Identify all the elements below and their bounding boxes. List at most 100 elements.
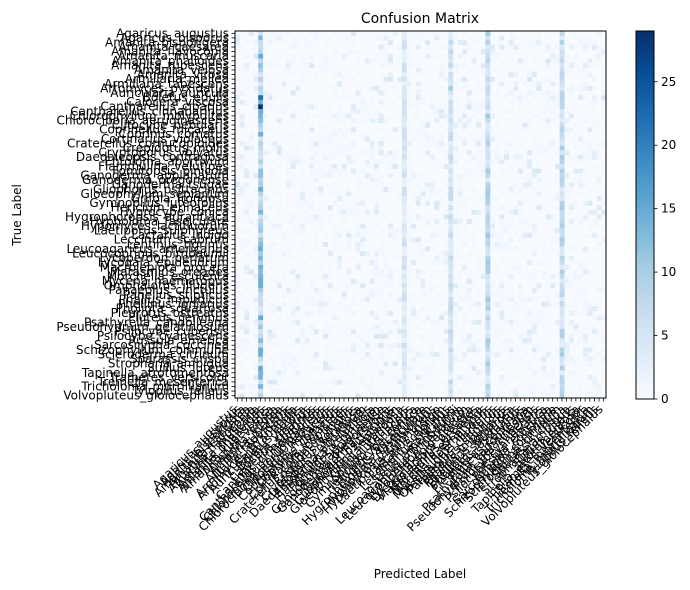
heatmap-cell: [559, 58, 565, 64]
heatmap-cell: [550, 104, 556, 110]
heatmap-cell: [531, 81, 537, 87]
heatmap-cell: [267, 81, 273, 87]
heatmap-cell: [490, 196, 495, 202]
heatmap-cell: [578, 173, 584, 179]
heatmap-cell: [517, 127, 523, 133]
heatmap-cell: [323, 141, 329, 146]
heatmap-cell: [499, 246, 505, 252]
heatmap-cell: [337, 108, 342, 114]
y-tick-label: Boletus_edulis: [143, 91, 229, 105]
heatmap-cell: [582, 352, 588, 358]
heatmap-cell: [582, 246, 588, 252]
heatmap-cell: [378, 90, 384, 96]
heatmap-cell: [448, 379, 454, 385]
heatmap-cell: [276, 205, 282, 211]
heatmap-cell: [596, 388, 602, 394]
heatmap-cell: [448, 141, 454, 146]
heatmap-cell: [392, 127, 398, 133]
heatmap-cell: [369, 384, 375, 390]
heatmap-cell: [369, 246, 375, 252]
heatmap-cell: [448, 365, 454, 371]
heatmap-cell: [327, 379, 333, 385]
heatmap-cell: [462, 379, 468, 385]
heatmap-cell: [295, 310, 301, 316]
heatmap-cell: [578, 95, 584, 101]
heatmap-cell: [517, 99, 523, 105]
heatmap-cell: [244, 329, 250, 335]
heatmap-cell: [480, 136, 486, 142]
heatmap-cell: [355, 228, 361, 234]
heatmap-cell: [253, 297, 259, 302]
heatmap-cell: [578, 113, 584, 119]
heatmap-cell: [415, 67, 421, 73]
heatmap-cell: [360, 131, 366, 137]
heatmap-cell: [360, 200, 366, 206]
heatmap-cell: [485, 223, 491, 229]
heatmap-cell: [531, 72, 537, 78]
y-tick-label: Grifola_frondosa: [131, 191, 229, 205]
heatmap-cell: [295, 141, 301, 146]
heatmap-cell: [448, 219, 454, 224]
heatmap-cell: [309, 205, 315, 211]
heatmap-cell: [378, 136, 384, 142]
heatmap-cell: [411, 196, 417, 202]
heatmap-cell: [401, 260, 407, 266]
heatmap-cell: [480, 72, 486, 78]
heatmap-cell: [397, 297, 403, 302]
heatmap-cell: [295, 205, 301, 211]
heatmap-cell: [304, 292, 310, 298]
heatmap-cell: [531, 40, 537, 46]
heatmap-cell: [448, 99, 454, 105]
heatmap-cell: [480, 196, 486, 202]
colorbar-tick-label: 25: [661, 75, 676, 89]
heatmap-cell: [425, 53, 431, 59]
heatmap-cell: [355, 214, 361, 220]
heatmap-cell: [568, 154, 574, 160]
heatmap-cell: [286, 269, 291, 275]
heatmap-cell: [527, 40, 533, 46]
heatmap-cell: [601, 95, 607, 101]
heatmap-cell: [392, 31, 398, 36]
heatmap-cell: [378, 63, 384, 68]
heatmap-cell: [239, 209, 245, 215]
heatmap-cell: [272, 342, 278, 348]
heatmap-cell: [341, 113, 347, 119]
heatmap-cell: [499, 278, 505, 284]
heatmap-cell: [346, 365, 352, 371]
heatmap-cell: [401, 320, 407, 325]
heatmap-cell: [457, 76, 463, 82]
heatmap-cell: [452, 219, 458, 224]
y-tick-label: Hygrophoropsis_aurantiaca: [65, 210, 229, 224]
heatmap-cell: [429, 283, 435, 289]
heatmap-cell: [397, 264, 403, 270]
heatmap-cell: [452, 63, 458, 68]
heatmap-cell: [434, 219, 440, 224]
heatmap-cell: [457, 177, 463, 183]
heatmap-cell: [462, 63, 468, 68]
heatmap-cell: [258, 297, 264, 302]
heatmap-cell: [350, 310, 356, 316]
heatmap-cell: [508, 40, 514, 46]
heatmap-cell: [244, 324, 250, 330]
heatmap-cell: [578, 122, 584, 128]
heatmap-cell: [295, 370, 301, 376]
heatmap-cell: [299, 223, 305, 229]
heatmap-cell: [369, 177, 375, 183]
heatmap-cell: [262, 113, 268, 119]
heatmap-cell: [601, 356, 607, 362]
heatmap-cell: [397, 164, 403, 169]
heatmap-cell: [360, 347, 366, 353]
heatmap-cell: [448, 72, 454, 78]
heatmap-cell: [258, 104, 264, 110]
heatmap-cell: [397, 333, 403, 339]
heatmap-cell: [536, 347, 542, 353]
heatmap-cell: [337, 214, 342, 220]
heatmap-cell: [304, 86, 310, 91]
heatmap-cell: [253, 315, 259, 321]
heatmap-cell: [517, 283, 523, 289]
heatmap-cell: [448, 264, 454, 270]
heatmap-cell: [337, 191, 342, 197]
y-tick-label: Cantharellus_cinnabarinus: [70, 104, 229, 118]
heatmap-cell: [531, 287, 537, 293]
heatmap-cell: [258, 108, 264, 114]
